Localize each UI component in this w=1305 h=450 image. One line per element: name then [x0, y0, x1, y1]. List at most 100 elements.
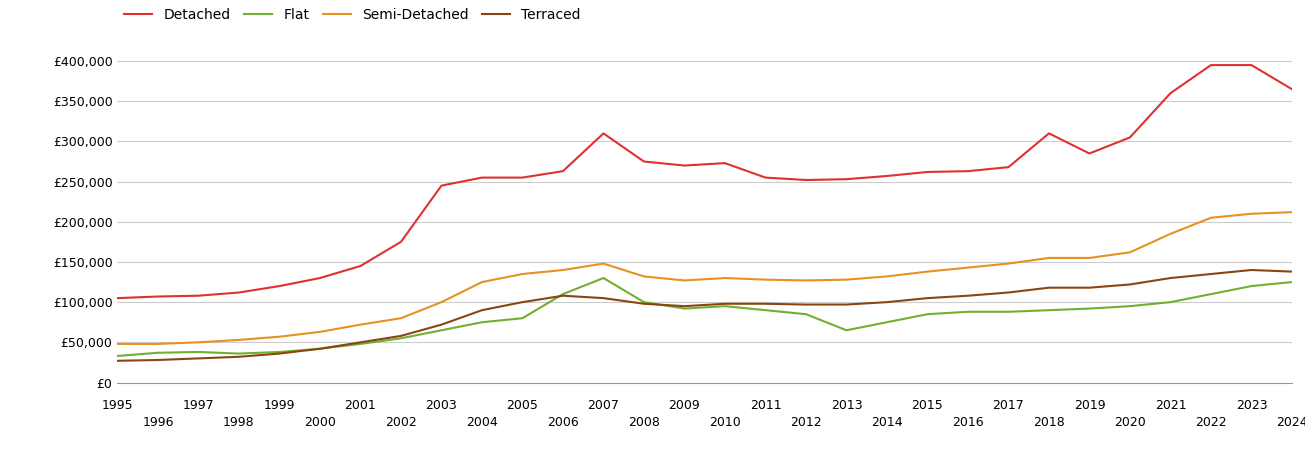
Detached: [150, 294, 166, 299]
Flat: [839, 328, 855, 333]
Flat: [595, 275, 611, 281]
Text: 2015: 2015: [912, 399, 944, 412]
Line: Semi-Detached: Semi-Detached: [117, 212, 1292, 344]
Detached: [758, 175, 774, 180]
Detached: [555, 168, 570, 174]
Detached: [271, 284, 287, 289]
Detached: [1163, 90, 1178, 96]
Terraced: [231, 354, 247, 360]
Detached: [514, 175, 530, 180]
Detached: [718, 161, 733, 166]
Flat: [960, 309, 976, 315]
Detached: [191, 293, 206, 298]
Text: 2002: 2002: [385, 416, 416, 429]
Terraced: [1244, 267, 1259, 273]
Flat: [636, 299, 651, 305]
Line: Flat: Flat: [117, 278, 1292, 356]
Terraced: [880, 299, 895, 305]
Semi-Detached: [150, 341, 166, 346]
Terraced: [1203, 271, 1219, 277]
Detached: [433, 183, 449, 188]
Terraced: [839, 302, 855, 307]
Flat: [1284, 279, 1300, 285]
Terraced: [920, 295, 936, 301]
Terraced: [636, 301, 651, 306]
Flat: [1041, 307, 1057, 313]
Terraced: [718, 301, 733, 306]
Text: 2004: 2004: [466, 416, 497, 429]
Text: 2011: 2011: [749, 399, 782, 412]
Detached: [839, 176, 855, 182]
Semi-Detached: [920, 269, 936, 274]
Terraced: [1041, 285, 1057, 290]
Text: 2024: 2024: [1276, 416, 1305, 429]
Detached: [636, 159, 651, 164]
Text: 2005: 2005: [506, 399, 539, 412]
Flat: [474, 320, 489, 325]
Flat: [1244, 284, 1259, 289]
Text: 1999: 1999: [264, 399, 295, 412]
Terraced: [393, 333, 408, 338]
Semi-Detached: [110, 341, 125, 346]
Semi-Detached: [433, 299, 449, 305]
Flat: [555, 292, 570, 297]
Semi-Detached: [758, 277, 774, 282]
Flat: [514, 315, 530, 321]
Semi-Detached: [839, 277, 855, 282]
Semi-Detached: [555, 267, 570, 273]
Semi-Detached: [312, 329, 328, 335]
Detached: [880, 173, 895, 179]
Flat: [352, 341, 368, 346]
Semi-Detached: [1122, 250, 1138, 255]
Terraced: [1284, 269, 1300, 274]
Semi-Detached: [231, 337, 247, 342]
Semi-Detached: [1041, 255, 1057, 261]
Flat: [231, 351, 247, 356]
Terraced: [758, 301, 774, 306]
Detached: [1001, 164, 1017, 170]
Flat: [1082, 306, 1098, 311]
Detached: [312, 275, 328, 281]
Semi-Detached: [718, 275, 733, 281]
Flat: [110, 353, 125, 359]
Detached: [1041, 130, 1057, 136]
Terraced: [514, 299, 530, 305]
Detached: [1122, 135, 1138, 140]
Text: 2001: 2001: [345, 399, 376, 412]
Terraced: [191, 356, 206, 361]
Terraced: [474, 307, 489, 313]
Semi-Detached: [595, 261, 611, 266]
Terraced: [676, 303, 692, 309]
Detached: [393, 239, 408, 245]
Flat: [433, 328, 449, 333]
Semi-Detached: [474, 279, 489, 285]
Semi-Detached: [393, 315, 408, 321]
Terraced: [271, 351, 287, 356]
Flat: [676, 306, 692, 311]
Text: 2014: 2014: [872, 416, 903, 429]
Semi-Detached: [1203, 215, 1219, 220]
Semi-Detached: [636, 274, 651, 279]
Detached: [676, 163, 692, 168]
Flat: [758, 307, 774, 313]
Flat: [271, 349, 287, 355]
Detached: [1082, 151, 1098, 156]
Semi-Detached: [271, 334, 287, 339]
Text: 2020: 2020: [1114, 416, 1146, 429]
Text: 2003: 2003: [425, 399, 457, 412]
Detached: [474, 175, 489, 180]
Terraced: [352, 340, 368, 345]
Text: 2022: 2022: [1195, 416, 1227, 429]
Line: Detached: Detached: [117, 65, 1292, 298]
Terraced: [595, 295, 611, 301]
Text: 2023: 2023: [1236, 399, 1267, 412]
Terraced: [1163, 275, 1178, 281]
Flat: [880, 320, 895, 325]
Legend: Detached, Flat, Semi-Detached, Terraced: Detached, Flat, Semi-Detached, Terraced: [124, 8, 581, 22]
Flat: [1163, 299, 1178, 305]
Text: 2009: 2009: [668, 399, 701, 412]
Semi-Detached: [514, 271, 530, 277]
Flat: [312, 346, 328, 351]
Detached: [799, 177, 814, 183]
Text: 2017: 2017: [993, 399, 1024, 412]
